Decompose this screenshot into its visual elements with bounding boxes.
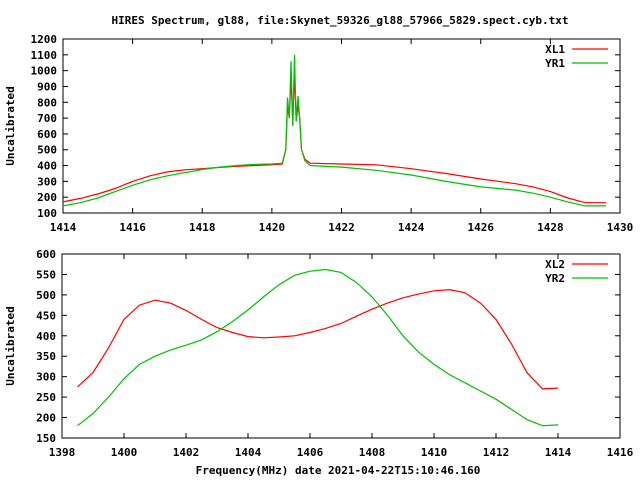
plot-frame — [62, 38, 621, 214]
x-tick-label: 1414 — [50, 221, 77, 234]
x-tick-label: 1420 — [259, 221, 286, 234]
x-tick-label: 1428 — [537, 221, 564, 234]
bottom-x-axis-label: Frequency(MHz) date 2021-04-22T15:10:46.… — [196, 464, 481, 477]
y-tick-label: 800 — [37, 96, 57, 109]
legend-label-yr1: YR1 — [545, 57, 565, 70]
x-tick-label: 1416 — [607, 446, 634, 459]
y-tick-label: 300 — [37, 175, 57, 188]
y-tick-label: 600 — [37, 128, 57, 141]
y-tick-label: 700 — [37, 112, 57, 125]
series-line-yr2 — [77, 268, 559, 427]
series-line-yr1 — [62, 54, 607, 207]
y-tick-label: 200 — [37, 191, 57, 204]
x-tick-label: 1402 — [173, 446, 200, 459]
y-tick-label: 900 — [37, 80, 57, 93]
x-tick-label: 1406 — [297, 446, 324, 459]
y-tick-label: 250 — [36, 391, 56, 404]
x-tick-label: 1404 — [235, 446, 262, 459]
x-tick-label: 1424 — [398, 221, 425, 234]
y-tick-label: 400 — [36, 330, 56, 343]
x-tick-label: 1426 — [468, 221, 495, 234]
x-tick-label: 1400 — [111, 446, 138, 459]
x-tick-label: 1414 — [545, 446, 572, 459]
plot-frame — [61, 253, 621, 439]
y-tick-label: 1200 — [31, 33, 58, 46]
legend-label-yr2: YR2 — [545, 272, 565, 285]
bottom-y-axis-label: Uncalibrated — [4, 306, 17, 385]
y-tick-label: 450 — [36, 309, 56, 322]
y-tick-label: 400 — [37, 160, 57, 173]
series-line-xl1 — [62, 72, 607, 204]
x-tick-label: 1410 — [421, 446, 448, 459]
legend-label-xl2: XL2 — [545, 258, 565, 271]
x-tick-label: 1430 — [607, 221, 634, 234]
x-tick-label: 1422 — [328, 221, 355, 234]
y-tick-label: 200 — [36, 412, 56, 425]
series-line-xl2 — [77, 288, 559, 390]
x-tick-label: 1412 — [483, 446, 510, 459]
y-tick-label: 1100 — [31, 49, 58, 62]
y-tick-label: 600 — [36, 248, 56, 261]
chart-title: HIRES Spectrum, gl88, file:Skynet_59326_… — [112, 14, 569, 27]
y-tick-label: 550 — [36, 268, 56, 281]
x-tick-label: 1408 — [359, 446, 386, 459]
y-tick-label: 500 — [36, 289, 56, 302]
y-tick-label: 300 — [36, 371, 56, 384]
x-tick-label: 1418 — [189, 221, 216, 234]
y-tick-label: 350 — [36, 350, 56, 363]
top-y-axis-label: Uncalibrated — [4, 86, 17, 165]
y-tick-label: 100 — [37, 207, 57, 220]
x-tick-label: 1416 — [119, 221, 146, 234]
y-tick-label: 500 — [37, 144, 57, 157]
x-tick-label: 1398 — [49, 446, 76, 459]
legend-label-xl1: XL1 — [545, 43, 565, 56]
y-tick-label: 150 — [36, 432, 56, 445]
y-tick-label: 1000 — [31, 65, 58, 78]
